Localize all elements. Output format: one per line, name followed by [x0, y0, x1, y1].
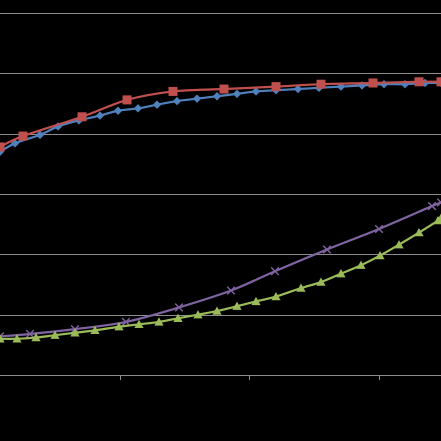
data-point-square	[271, 82, 281, 92]
series-square	[0, 77, 441, 152]
data-point-triangle	[0, 334, 5, 343]
data-point-square	[368, 78, 378, 88]
data-point-x	[25, 329, 35, 339]
data-point-triangle	[212, 306, 222, 315]
data-point-triangle	[436, 213, 441, 222]
data-point-triangle	[114, 322, 124, 331]
data-point-square	[436, 77, 441, 87]
data-point-triangle	[356, 260, 366, 269]
data-point-diamond	[35, 130, 45, 140]
data-point-triangle	[375, 250, 385, 260]
data-point-triangle	[414, 228, 424, 237]
data-point-square	[414, 77, 424, 87]
data-point-square	[0, 142, 5, 152]
x-axis	[120, 375, 380, 380]
data-point-triangle	[316, 277, 326, 286]
data-point-diamond	[133, 104, 143, 113]
data-point-triangle	[70, 328, 80, 337]
gridlines	[0, 13, 441, 376]
data-point-square	[316, 79, 326, 89]
data-point-square	[168, 86, 178, 96]
data-point-triangle	[12, 334, 22, 343]
data-point-square	[122, 95, 132, 105]
data-point-x	[270, 266, 280, 276]
data-point-diamond	[251, 87, 261, 96]
data-point-square	[219, 84, 229, 94]
data-point-diamond	[95, 111, 105, 120]
data-point-triangle	[31, 332, 41, 342]
data-point-diamond	[400, 79, 410, 89]
series-group	[0, 77, 441, 343]
series-triangle	[0, 213, 441, 343]
data-point-triangle	[251, 296, 261, 306]
data-point-diamond	[192, 94, 202, 103]
data-point-triangle	[90, 325, 100, 335]
data-point-x	[436, 198, 441, 207]
data-point-triangle	[134, 319, 144, 328]
data-point-x	[322, 245, 332, 254]
data-point-triangle	[296, 283, 306, 292]
data-point-triangle	[336, 269, 346, 278]
data-point-square	[77, 112, 87, 122]
data-point-square	[18, 131, 28, 141]
data-point-diamond	[212, 92, 222, 101]
data-point-diamond	[113, 106, 123, 115]
data-point-triangle	[173, 313, 183, 322]
data-point-x	[427, 201, 437, 211]
data-point-triangle	[193, 310, 203, 319]
data-point-triangle	[271, 291, 281, 301]
data-point-diamond	[232, 89, 242, 99]
data-point-diamond	[152, 100, 162, 109]
data-point-diamond	[379, 79, 389, 89]
data-point-x	[226, 286, 236, 295]
data-point-triangle	[232, 301, 242, 310]
data-point-x	[174, 303, 184, 312]
data-point-diamond	[293, 84, 303, 94]
data-point-triangle	[394, 240, 404, 249]
data-point-diamond	[357, 81, 367, 90]
data-point-triangle	[50, 330, 60, 339]
data-point-triangle	[154, 317, 164, 326]
data-point-x	[374, 224, 384, 234]
data-point-diamond	[172, 96, 182, 106]
